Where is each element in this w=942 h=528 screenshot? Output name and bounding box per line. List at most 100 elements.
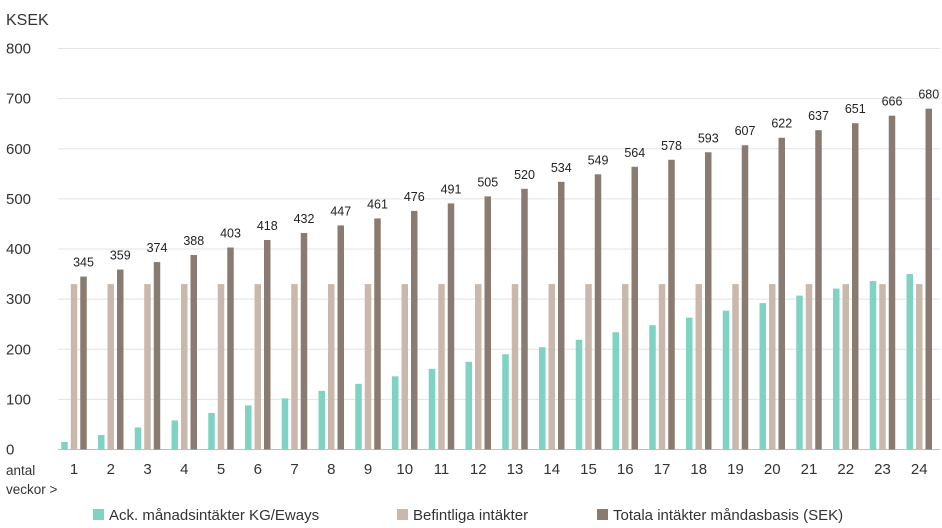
- bar-s3-w13: [521, 188, 528, 450]
- bar-s1-w5: [208, 412, 215, 450]
- bar-s2-w10: [401, 284, 408, 450]
- data-label: 666: [882, 95, 903, 109]
- bar-s1-w1: [61, 441, 68, 450]
- bar-s1-w10: [392, 376, 399, 450]
- bar-s2-w14: [548, 284, 555, 450]
- bar-s2-w13: [511, 284, 519, 450]
- bar-s2-w17: [658, 284, 666, 450]
- data-label: 680: [918, 88, 939, 102]
- bars: [61, 108, 932, 450]
- bar-s1-w4: [171, 420, 178, 450]
- x-tick-label: 4: [180, 461, 188, 478]
- y-tick-label: 400: [6, 241, 31, 258]
- data-label: 637: [808, 109, 829, 123]
- x-tick-label: 12: [470, 461, 487, 478]
- data-label: 593: [698, 131, 719, 145]
- data-label: 564: [624, 146, 645, 160]
- bar-s2-w15: [585, 284, 592, 450]
- bar-s2-w21: [805, 284, 813, 450]
- data-label: 345: [73, 256, 94, 270]
- x-tick-label: 21: [801, 461, 818, 478]
- x-tick-label: 23: [874, 461, 891, 478]
- data-label: 520: [514, 168, 535, 182]
- bar-s3-w12: [484, 196, 491, 450]
- bar-s1-w19: [722, 310, 730, 450]
- bar-s1-w22: [833, 288, 840, 450]
- y-tick-label: 0: [6, 442, 14, 459]
- bar-s2-w20: [769, 284, 776, 450]
- bar-s2-w8: [328, 284, 335, 450]
- data-label: 403: [220, 226, 241, 240]
- bar-s1-w20: [759, 303, 766, 450]
- bar-s3-w22: [852, 123, 859, 450]
- bar-s1-w15: [575, 339, 583, 450]
- x-tick-label: 14: [543, 461, 560, 478]
- bar-s1-w23: [869, 281, 877, 450]
- bar-s3-w23: [888, 115, 896, 450]
- bar-s1-w21: [796, 295, 803, 450]
- bar-s2-w11: [438, 284, 445, 450]
- x-tick-label: 22: [837, 461, 854, 478]
- x-tick-label: 15: [580, 461, 597, 478]
- bar-s1-w13: [502, 354, 509, 450]
- y-tick-label: 700: [6, 91, 31, 108]
- x-tick-label: 24: [911, 461, 928, 478]
- bar-s2-w1: [70, 284, 78, 450]
- bar-s3-w24: [925, 108, 932, 450]
- bar-s3-w16: [631, 166, 638, 450]
- legend-swatch: [397, 509, 408, 520]
- x-tick-label: 18: [690, 461, 707, 478]
- x-tick-label: 6: [254, 461, 262, 478]
- bar-s3-w19: [741, 145, 749, 450]
- bar-s1-w9: [355, 383, 362, 450]
- data-label: 622: [771, 117, 792, 131]
- data-label: 418: [257, 219, 278, 233]
- x-axis-label-line1: antal: [6, 463, 35, 478]
- bar-s1-w11: [428, 368, 436, 450]
- bar-s3-w8: [337, 225, 344, 450]
- bar-s2-w24: [916, 284, 923, 450]
- legend-label: Befintliga intäkter: [413, 507, 528, 524]
- data-label: 549: [588, 153, 609, 167]
- x-tick-label: 16: [617, 461, 634, 478]
- legend-swatch: [597, 509, 608, 520]
- legend-swatch: [93, 509, 104, 520]
- bar-s1-w16: [612, 332, 619, 450]
- data-label: 534: [551, 161, 572, 175]
- bar-s1-w12: [465, 361, 472, 450]
- bar-s2-w4: [181, 284, 188, 450]
- data-label: 374: [147, 241, 168, 255]
- bar-s3-w3: [153, 262, 161, 450]
- y-tick-label: 500: [6, 191, 31, 208]
- x-tick-label: 9: [364, 461, 372, 478]
- bar-s1-w8: [318, 390, 325, 450]
- data-label: 461: [367, 197, 388, 211]
- bar-s2-w2: [107, 284, 114, 450]
- bar-s2-w9: [364, 284, 372, 450]
- x-tick-label: 1: [70, 461, 78, 478]
- bar-s2-w12: [475, 284, 482, 450]
- bar-s2-w18: [695, 284, 702, 450]
- x-tick-label: 5: [217, 461, 225, 478]
- data-labels: 345 359 374 388 403 418 432 447 461 476 491 505 520 5…: [73, 88, 939, 270]
- x-tick-label: 19: [727, 461, 744, 478]
- bar-s1-w24: [906, 274, 913, 450]
- data-label: 578: [661, 139, 682, 153]
- bar-s3-w11: [447, 203, 455, 450]
- bar-s2-w3: [144, 284, 151, 450]
- bar-s3-w21: [815, 130, 822, 450]
- x-axis-ticks: 1 2 3 4 5 6 7 8 9 10 11 12 13 14 15 16 17 18 19 20 21 22 23 24: [70, 461, 928, 478]
- y-tick-label: 200: [6, 341, 31, 358]
- x-tick-label: 11: [434, 461, 450, 478]
- bar-s3-w6: [264, 239, 271, 450]
- bar-s3-w1: [80, 276, 87, 450]
- bar-s1-w6: [245, 405, 252, 450]
- gridlines: [58, 48, 940, 450]
- x-tick-label: 13: [507, 461, 524, 478]
- data-label: 607: [735, 124, 756, 138]
- data-label: 491: [441, 182, 462, 196]
- bar-s2-w6: [254, 284, 261, 450]
- data-label: 432: [294, 212, 315, 226]
- bar-s2-w7: [291, 284, 298, 450]
